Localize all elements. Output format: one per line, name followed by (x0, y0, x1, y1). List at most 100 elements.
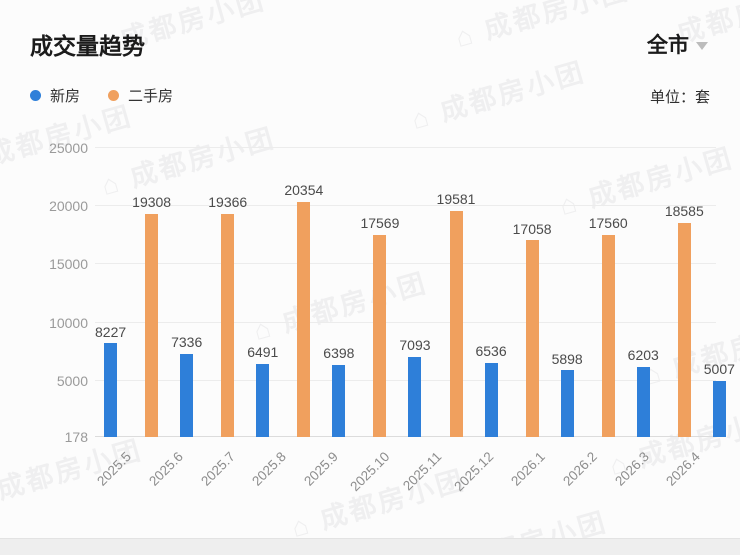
bar-col-secondhand-homes: 18585 (665, 203, 704, 437)
bar-new-homes[interactable] (636, 366, 650, 437)
x-tick-cell: 2026.1 (508, 443, 560, 513)
bar-group-2025.8: 6398 17569 (323, 215, 399, 437)
value-label-secondhand-homes: 19366 (208, 193, 248, 210)
bar-group-2025.5: 8227 19308 (95, 194, 171, 437)
x-tick-cell: 2025.6 (145, 443, 198, 513)
bar-new-homes[interactable] (180, 353, 194, 437)
bar-new-homes[interactable] (256, 363, 270, 437)
value-label-secondhand-homes: 18585 (664, 202, 704, 219)
watermark: ⌂ 成都房小团 (408, 56, 590, 136)
x-tick-cell: 2026.3 (611, 443, 664, 513)
value-label-new-homes: 6398 (323, 344, 355, 361)
value-label-secondhand-homes: 17569 (360, 214, 400, 231)
x-tick-label: 2026.1 (508, 449, 549, 489)
bar-group-2025.11: 5898 17560 (552, 215, 628, 437)
x-tick-cell: 2025.8 (249, 443, 302, 513)
x-tick-cell: 2025.7 (198, 443, 250, 513)
x-tick-cell: 2025.11 (400, 443, 457, 513)
bar-new-homes[interactable] (560, 370, 574, 437)
x-tick-label: 2026.2 (559, 449, 600, 489)
bar-col-secondhand-homes: 17569 (360, 215, 399, 437)
bar-col-new-homes: 6203 (628, 347, 659, 437)
bar-secondhand-homes[interactable] (677, 222, 691, 437)
x-tick-cell: 2025.10 (348, 443, 405, 513)
bar-groups: 8227 19308 7336 19366 6491 20354 6398 17569 7093… (95, 148, 735, 437)
bar-secondhand-homes[interactable] (601, 234, 615, 437)
value-label-new-homes: 5898 (551, 350, 583, 367)
bar-col-new-homes: 6536 (475, 343, 507, 437)
x-tick-label: 2025.11 (400, 449, 445, 494)
x-tick-cell: 2025.9 (301, 443, 353, 513)
bar-col-secondhand-homes: 19366 (208, 194, 247, 437)
value-label-new-homes: 6536 (475, 343, 507, 360)
legend-item-new-homes[interactable]: 新房 (30, 85, 80, 106)
bar-col-new-homes: 8227 (95, 323, 127, 437)
legend-dot-secondhand-homes (108, 90, 120, 101)
x-tick-cell: 2026.4 (663, 443, 716, 513)
x-tick-label: 2026.4 (663, 449, 704, 489)
bar-group-2025.6: 7336 19366 (171, 194, 247, 437)
chevron-down-icon (696, 41, 708, 50)
gridline (95, 263, 716, 265)
bar-new-homes[interactable] (104, 343, 118, 437)
bar-secondhand-homes[interactable] (145, 214, 159, 437)
bar-group-2025.7: 6491 20354 (247, 182, 323, 437)
value-label-secondhand-homes: 17058 (512, 220, 552, 237)
plot-area: 8227 19308 7336 19366 6491 20354 6398 17569 7093… (95, 147, 735, 437)
value-label-secondhand-homes: 19308 (132, 194, 172, 211)
bar-new-homes[interactable] (408, 356, 422, 437)
bar-group-2026.1: 500718140 (704, 208, 740, 437)
bar-group-2025.9: 7093 19581 (399, 191, 475, 437)
legend-dot-new-homes (30, 90, 41, 101)
bar-col-secondhand-homes: 19308 (132, 194, 171, 437)
gridline (95, 321, 716, 323)
bar-group-2025.10: 6536 17058 (475, 221, 552, 437)
chart-title: 成交量趋势 (30, 33, 145, 59)
value-label-new-homes: 6491 (247, 343, 279, 360)
legend-item-secondhand-homes[interactable]: 二手房 (108, 85, 173, 106)
value-label-secondhand-homes: 20354 (284, 182, 324, 199)
bar-col-new-homes: 6491 (247, 344, 278, 437)
y-tick-label: 20000 (49, 198, 88, 215)
value-label-new-homes: 5007 (703, 360, 735, 377)
bar-col-new-homes: 6398 (323, 345, 354, 437)
bar-secondhand-homes[interactable] (449, 211, 463, 437)
x-tick-label: 2025.12 (451, 449, 497, 495)
x-tick-cell: 2026.2 (559, 443, 612, 513)
bar-new-homes[interactable] (712, 380, 726, 437)
bar-col-new-homes: 5007 (704, 361, 735, 437)
value-label-secondhand-homes: 19581 (436, 191, 476, 208)
x-tick-cell: 2025.12 (451, 443, 509, 513)
value-label-new-homes: 7336 (171, 333, 203, 350)
x-tick-label: 2025.10 (347, 449, 393, 495)
bar-secondhand-homes[interactable] (525, 240, 539, 437)
y-tick-label: 10000 (49, 314, 88, 331)
bar-group-2025.12: 6203 18585 (628, 203, 704, 437)
gridline (95, 379, 716, 381)
y-tick-label: 15000 (49, 256, 88, 273)
bar-secondhand-homes[interactable] (373, 234, 387, 437)
x-axis: 2025.5 2025.6 2025.7 2025.8 2025.9 2025.10 202… (94, 443, 716, 513)
region-dropdown[interactable]: 全市 (647, 29, 708, 59)
value-label-new-homes: 8227 (95, 323, 127, 340)
bar-new-homes[interactable] (332, 364, 346, 437)
bar-col-secondhand-homes: 19581 (436, 191, 476, 437)
bar-new-homes[interactable] (484, 362, 498, 437)
legend-label-new-homes: 新房 (50, 88, 81, 105)
page-background-edge (0, 538, 740, 555)
bar-col-secondhand-homes: 17058 (513, 221, 552, 437)
legend-label-secondhand-homes: 二手房 (128, 88, 174, 105)
value-label-new-homes: 7093 (399, 336, 431, 353)
chart-legend: 新房 二手房 (30, 85, 173, 106)
bar-col-secondhand-homes: 17560 (589, 215, 628, 437)
x-tick-label: 2025.6 (145, 449, 186, 489)
gridline (95, 147, 716, 148)
x-tick-cell: 2025.5 (94, 443, 146, 513)
x-tick-label: 2026.3 (611, 449, 652, 489)
x-tick-label: 2025.5 (94, 449, 135, 489)
gridline (95, 205, 716, 207)
bar-secondhand-homes[interactable] (221, 213, 235, 437)
bar-secondhand-homes[interactable] (297, 202, 311, 437)
gridline (95, 436, 716, 437)
